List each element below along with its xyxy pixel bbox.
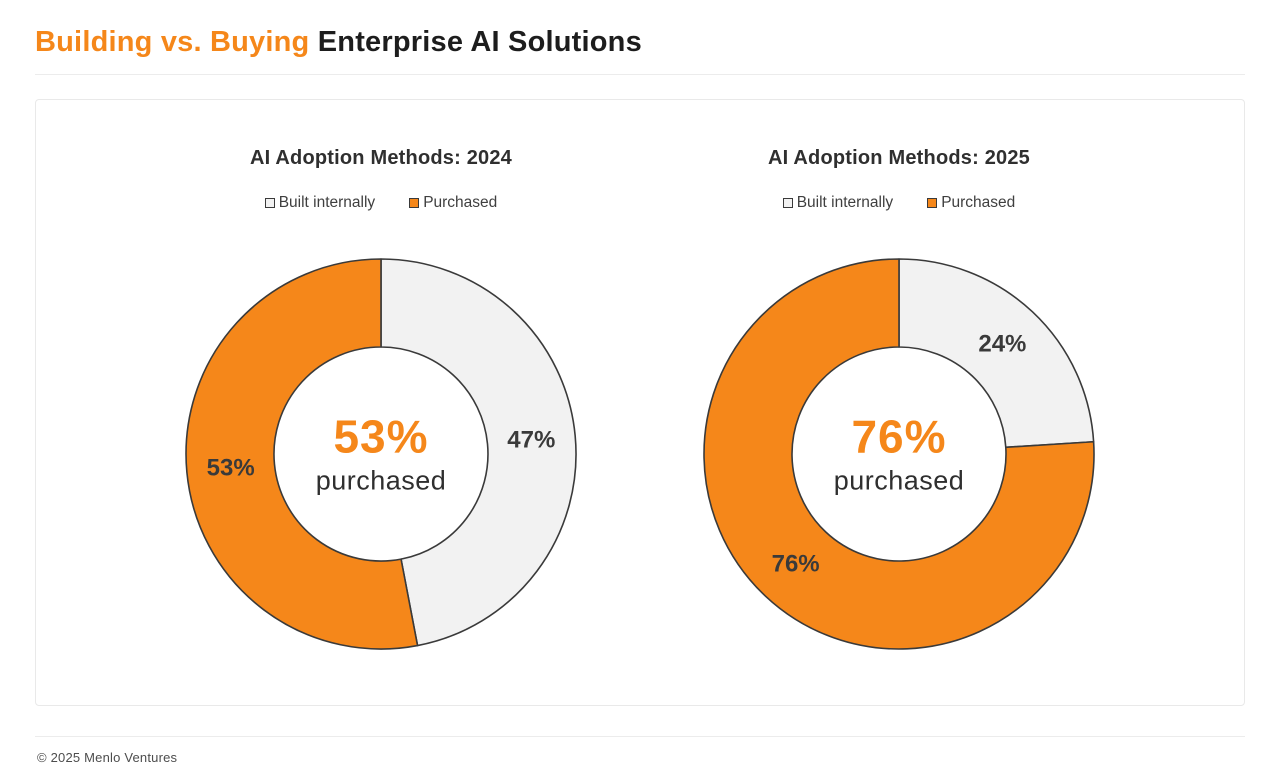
chart-legend-2024: Built internally Purchased	[183, 194, 579, 212]
svg-text:24%: 24%	[978, 330, 1026, 357]
donut-wrap-2024: 47% 53% 53% purchased	[183, 256, 579, 652]
legend-item-built-internally: Built internally	[782, 194, 894, 212]
charts-panel: AI Adoption Methods: 2024 Built internal…	[35, 99, 1245, 706]
legend-label-purchased: Purchased	[941, 194, 1016, 211]
svg-text:53%: 53%	[207, 455, 255, 482]
legend-label-purchased: Purchased	[423, 194, 498, 211]
donut-wrap-2025: 24% 76% 76% purchased	[701, 256, 1097, 652]
page-title-rest: Enterprise AI Solutions	[309, 26, 642, 58]
donut-chart-2025: 24% 76%	[703, 258, 1095, 650]
svg-text:76%: 76%	[772, 551, 820, 578]
legend-item-purchased: Purchased	[927, 194, 1015, 212]
chart-title-2024: AI Adoption Methods: 2024	[249, 147, 513, 169]
legend-swatch-built-internally	[782, 198, 793, 208]
chart-legend-2025: Built internally Purchased	[701, 194, 1097, 212]
donut-chart-2024: 47% 53%	[185, 258, 577, 650]
page-title-accent: Building vs. Buying	[35, 26, 310, 58]
svg-text:47%: 47%	[507, 426, 555, 453]
page-title: Building vs. Buying Enterprise AI Soluti…	[35, 24, 1245, 75]
legend-label-built-internally: Built internally	[796, 194, 894, 211]
legend-item-purchased: Purchased	[409, 194, 497, 212]
chart-2024: AI Adoption Methods: 2024 Built internal…	[183, 146, 579, 705]
page-footer: © 2025 Menlo Ventures	[35, 736, 1245, 783]
page-header: Building vs. Buying Enterprise AI Soluti…	[0, 0, 1280, 75]
chart-2025: AI Adoption Methods: 2025 Built internal…	[701, 146, 1097, 705]
copyright-text: © 2025 Menlo Ventures	[37, 750, 178, 765]
legend-label-built-internally: Built internally	[278, 194, 376, 211]
legend-swatch-built-internally	[264, 198, 275, 208]
chart-title-2025: AI Adoption Methods: 2025	[767, 147, 1031, 169]
legend-item-built-internally: Built internally	[264, 194, 376, 212]
legend-swatch-purchased	[927, 198, 938, 208]
legend-swatch-purchased	[409, 198, 420, 208]
